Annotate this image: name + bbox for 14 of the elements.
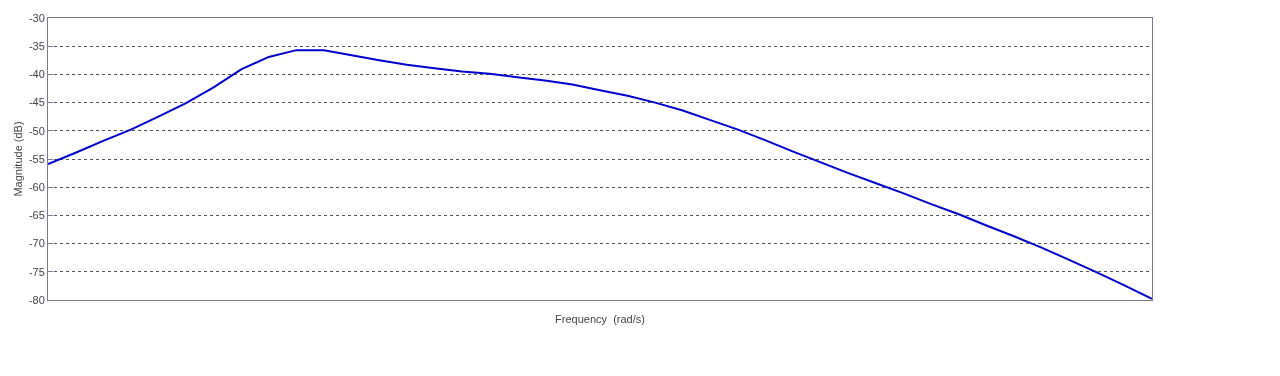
y-tick-label: -65 <box>28 209 45 222</box>
y-tick-label: -35 <box>28 40 45 53</box>
y-tick-label: -30 <box>28 11 45 24</box>
y-tick-label: -45 <box>28 96 45 109</box>
y-tick-label: -70 <box>28 237 45 250</box>
y-tick-label: -80 <box>28 293 45 306</box>
y-tick-label: -55 <box>28 152 45 165</box>
y-tick-label: -40 <box>28 68 45 81</box>
y-tick-label: -60 <box>28 181 45 194</box>
x-axis-title: Frequency (rad/s) <box>555 313 645 326</box>
y-axis-title: Magnitude (dB) <box>11 121 24 197</box>
y-tick-label: -50 <box>28 124 45 137</box>
y-tick-label: -75 <box>28 265 45 278</box>
line-series <box>48 49 1152 300</box>
